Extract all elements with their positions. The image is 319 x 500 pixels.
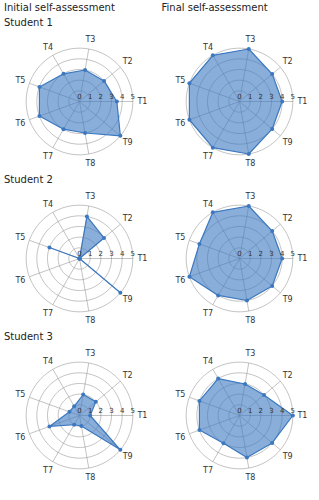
svg-text:3: 3 — [269, 250, 273, 258]
svg-text:4: 4 — [120, 93, 125, 101]
svg-text:T5: T5 — [174, 76, 185, 85]
svg-text:T7: T7 — [42, 309, 53, 318]
svg-text:T8: T8 — [244, 473, 255, 482]
svg-text:0: 0 — [77, 250, 81, 258]
svg-text:2: 2 — [259, 250, 263, 258]
svg-text:T5: T5 — [174, 233, 185, 242]
svg-text:T5: T5 — [174, 390, 185, 399]
svg-text:T5: T5 — [14, 390, 25, 399]
svg-text:T3: T3 — [84, 35, 95, 44]
svg-text:5: 5 — [131, 93, 135, 101]
svg-text:2: 2 — [259, 407, 263, 415]
svg-text:T2: T2 — [122, 57, 133, 66]
svg-text:T1: T1 — [136, 254, 147, 263]
svg-text:T5: T5 — [14, 76, 25, 85]
svg-text:T1: T1 — [296, 97, 307, 106]
svg-text:T4: T4 — [202, 357, 213, 366]
svg-text:T2: T2 — [122, 214, 133, 223]
svg-text:4: 4 — [120, 407, 125, 415]
svg-text:T7: T7 — [202, 309, 213, 318]
svg-text:T9: T9 — [282, 452, 293, 461]
svg-text:T3: T3 — [244, 192, 255, 201]
svg-text:T8: T8 — [244, 316, 255, 325]
svg-text:T3: T3 — [84, 192, 95, 201]
svg-text:T6: T6 — [14, 433, 25, 442]
svg-text:T1: T1 — [136, 411, 147, 420]
svg-text:0: 0 — [237, 407, 241, 415]
svg-text:T4: T4 — [202, 43, 213, 52]
svg-text:T2: T2 — [282, 57, 293, 66]
svg-text:T9: T9 — [282, 295, 293, 304]
svg-text:T9: T9 — [282, 138, 293, 147]
svg-text:T3: T3 — [84, 349, 95, 358]
svg-text:3: 3 — [269, 407, 273, 415]
svg-text:3: 3 — [109, 93, 113, 101]
svg-text:5: 5 — [291, 93, 295, 101]
svg-text:T3: T3 — [244, 35, 255, 44]
svg-text:T4: T4 — [42, 357, 53, 366]
svg-text:4: 4 — [280, 250, 285, 258]
svg-text:T7: T7 — [202, 466, 213, 475]
svg-text:T9: T9 — [122, 452, 133, 461]
svg-text:T9: T9 — [122, 295, 133, 304]
svg-text:T2: T2 — [282, 371, 293, 380]
svg-text:T6: T6 — [174, 119, 185, 128]
html-text:Initial self-assessment: Initial self-assessment — [4, 2, 115, 13]
svg-text:4: 4 — [120, 250, 125, 258]
svg-text:5: 5 — [291, 250, 295, 258]
svg-text:1: 1 — [248, 407, 252, 415]
svg-text:T5: T5 — [14, 233, 25, 242]
svg-text:T7: T7 — [42, 152, 53, 161]
html-text:Student 2: Student 2 — [4, 174, 53, 185]
svg-text:1: 1 — [88, 93, 92, 101]
svg-text:T8: T8 — [84, 316, 95, 325]
svg-text:2: 2 — [99, 93, 103, 101]
svg-text:3: 3 — [109, 407, 113, 415]
svg-text:0: 0 — [237, 250, 241, 258]
svg-text:5: 5 — [131, 407, 135, 415]
svg-text:T6: T6 — [14, 276, 25, 285]
svg-text:T6: T6 — [174, 276, 185, 285]
svg-text:5: 5 — [131, 250, 135, 258]
svg-text:0: 0 — [237, 93, 241, 101]
html-text:Student 1: Student 1 — [4, 17, 53, 28]
svg-text:T6: T6 — [174, 433, 185, 442]
svg-text:T4: T4 — [42, 43, 53, 52]
svg-text:2: 2 — [259, 93, 263, 101]
svg-text:4: 4 — [280, 407, 285, 415]
svg-text:T7: T7 — [42, 466, 53, 475]
svg-text:2: 2 — [99, 250, 103, 258]
svg-text:T6: T6 — [14, 119, 25, 128]
svg-text:T9: T9 — [122, 138, 133, 147]
svg-text:T8: T8 — [84, 473, 95, 482]
svg-text:0: 0 — [77, 407, 81, 415]
svg-text:0: 0 — [77, 93, 81, 101]
svg-text:2: 2 — [99, 407, 103, 415]
svg-text:1: 1 — [88, 250, 92, 258]
svg-text:T2: T2 — [282, 214, 293, 223]
svg-text:4: 4 — [280, 93, 285, 101]
svg-text:T1: T1 — [296, 411, 307, 420]
svg-text:3: 3 — [109, 250, 113, 258]
svg-text:T1: T1 — [136, 97, 147, 106]
svg-text:T1: T1 — [296, 254, 307, 263]
svg-text:T2: T2 — [122, 371, 133, 380]
html-text:Student 3: Student 3 — [4, 331, 53, 342]
svg-text:T8: T8 — [244, 159, 255, 168]
svg-text:1: 1 — [88, 407, 92, 415]
svg-text:T7: T7 — [202, 152, 213, 161]
svg-text:1: 1 — [248, 250, 252, 258]
html-text:Final self-assessment: Final self-assessment — [161, 2, 268, 13]
svg-text:T8: T8 — [84, 159, 95, 168]
svg-text:T3: T3 — [244, 349, 255, 358]
svg-text:T4: T4 — [42, 200, 53, 209]
svg-text:1: 1 — [248, 93, 252, 101]
svg-text:5: 5 — [291, 407, 295, 415]
svg-text:3: 3 — [269, 93, 273, 101]
svg-text:T4: T4 — [202, 200, 213, 209]
